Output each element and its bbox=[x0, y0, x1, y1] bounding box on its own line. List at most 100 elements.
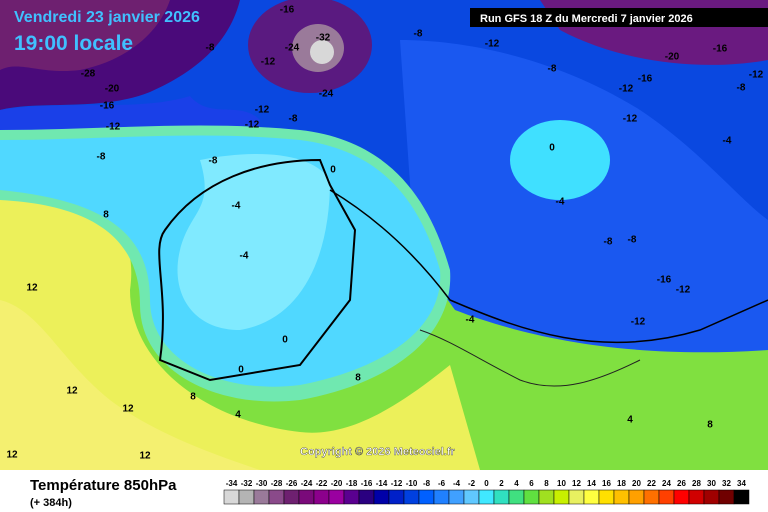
scale-label: -10 bbox=[406, 479, 418, 488]
contour-label: -24 bbox=[319, 89, 334, 100]
contour-label: -8 bbox=[548, 64, 557, 75]
contour-label: -4 bbox=[232, 201, 241, 212]
scale-label: -28 bbox=[271, 479, 283, 488]
contour-label: -4 bbox=[240, 251, 249, 262]
scale-label: 4 bbox=[514, 479, 519, 488]
region bbox=[0, 300, 260, 470]
scale-label: 18 bbox=[617, 479, 626, 488]
contour-label: 4 bbox=[235, 410, 241, 421]
contour-label: 0 bbox=[238, 365, 244, 376]
contour-label: -12 bbox=[631, 317, 646, 328]
scale-label: 28 bbox=[692, 479, 701, 488]
scale-swatch bbox=[418, 489, 435, 505]
scale-label: 22 bbox=[647, 479, 656, 488]
contour-label: -12 bbox=[619, 84, 634, 95]
scale-swatch bbox=[268, 489, 285, 505]
scale-label: 32 bbox=[722, 479, 731, 488]
contour-label: 8 bbox=[190, 392, 196, 403]
date: Vendredi 23 janvier 2026 bbox=[14, 9, 200, 26]
scale-swatch bbox=[658, 489, 675, 505]
contour-label: -12 bbox=[261, 57, 276, 68]
scale-swatch bbox=[358, 489, 375, 505]
scale-swatch bbox=[673, 489, 690, 505]
scale-label: 24 bbox=[662, 479, 671, 488]
contour-label: -12 bbox=[255, 105, 270, 116]
region bbox=[310, 40, 334, 64]
scale-swatch bbox=[538, 489, 555, 505]
contour-label: 4 bbox=[627, 415, 633, 426]
scale-swatch bbox=[703, 489, 720, 505]
scale-swatch bbox=[568, 489, 585, 505]
map bbox=[0, 0, 768, 470]
scale-label: 8 bbox=[544, 479, 549, 488]
contour-label: -12 bbox=[485, 39, 500, 50]
contour bbox=[158, 158, 357, 382]
contour-label: 12 bbox=[139, 451, 151, 462]
scale-swatch bbox=[373, 489, 390, 505]
scale-swatch bbox=[478, 489, 495, 505]
scale-label: -26 bbox=[286, 479, 298, 488]
contour-label: -12 bbox=[106, 122, 121, 133]
contour-label: 8 bbox=[103, 210, 109, 221]
contour bbox=[329, 189, 768, 344]
scale-swatch bbox=[283, 489, 300, 505]
scale-swatch bbox=[448, 489, 465, 505]
contour-label: 0 bbox=[330, 165, 336, 176]
contour-label: -4 bbox=[556, 197, 565, 208]
contour-label: -12 bbox=[676, 285, 691, 296]
scale-swatch bbox=[328, 489, 345, 505]
footer-title: Température 850hPa bbox=[30, 477, 177, 494]
contour-label: 12 bbox=[6, 450, 18, 461]
footer-lead: (+ 384h) bbox=[30, 497, 72, 509]
scale-swatch bbox=[403, 489, 420, 505]
scale-label: 34 bbox=[737, 479, 746, 488]
scale-label: -32 bbox=[241, 479, 253, 488]
scale-label: 20 bbox=[632, 479, 641, 488]
scale-swatch bbox=[553, 489, 570, 505]
contour-label: -8 bbox=[97, 152, 106, 163]
contour-label: -4 bbox=[723, 136, 732, 147]
scale-label: 14 bbox=[587, 479, 596, 488]
scale-swatch bbox=[433, 489, 450, 505]
scale-swatch bbox=[223, 489, 240, 505]
region bbox=[0, 175, 480, 470]
contour-label: -8 bbox=[209, 156, 218, 167]
scale-swatch bbox=[508, 489, 525, 505]
scale-swatch bbox=[718, 489, 735, 505]
scale-swatch bbox=[238, 489, 255, 505]
scale-label: -8 bbox=[423, 479, 431, 488]
contour-label: -16 bbox=[657, 275, 672, 286]
scale-swatch bbox=[388, 489, 405, 505]
contour-label: 8 bbox=[707, 420, 713, 431]
region bbox=[510, 120, 610, 200]
contour-label: -4 bbox=[466, 315, 475, 326]
contour-label: -8 bbox=[206, 43, 215, 54]
scale-swatch bbox=[688, 489, 705, 505]
map-labels: -28-20-16-12-8-8-16-24-32-12-24-12-8-12-… bbox=[6, 5, 763, 462]
scale-swatch bbox=[253, 489, 270, 505]
scale-label: -20 bbox=[331, 479, 343, 488]
region bbox=[177, 154, 330, 330]
color-scale: -34 -32 -30 -28 -26 -24 -22 -20 -18 -16 -14 -12 -10-… bbox=[223, 479, 750, 505]
scale-label: -6 bbox=[438, 479, 446, 488]
scale-label: 12 bbox=[572, 479, 581, 488]
scale-label: -16 bbox=[361, 479, 373, 488]
contour-label: 12 bbox=[122, 404, 134, 415]
contour-label: -28 bbox=[81, 69, 96, 80]
scale-swatch bbox=[613, 489, 630, 505]
scale-label: 16 bbox=[602, 479, 611, 488]
scale-label: -24 bbox=[301, 479, 313, 488]
scale-swatch bbox=[463, 489, 480, 505]
contour-label: -16 bbox=[100, 101, 115, 112]
contour-label: -16 bbox=[280, 5, 295, 16]
scale-label: -30 bbox=[256, 479, 268, 488]
run: Run GFS 18 Z du Mercredi 7 janvier 2026 bbox=[480, 13, 693, 25]
scale-swatch bbox=[628, 489, 645, 505]
contour-label: -20 bbox=[665, 52, 680, 63]
scale-label: -4 bbox=[453, 479, 461, 488]
contour-label: -24 bbox=[285, 43, 300, 54]
scale-swatch bbox=[733, 489, 750, 505]
contour-label: -8 bbox=[628, 235, 637, 246]
contour-label: -16 bbox=[638, 74, 653, 85]
